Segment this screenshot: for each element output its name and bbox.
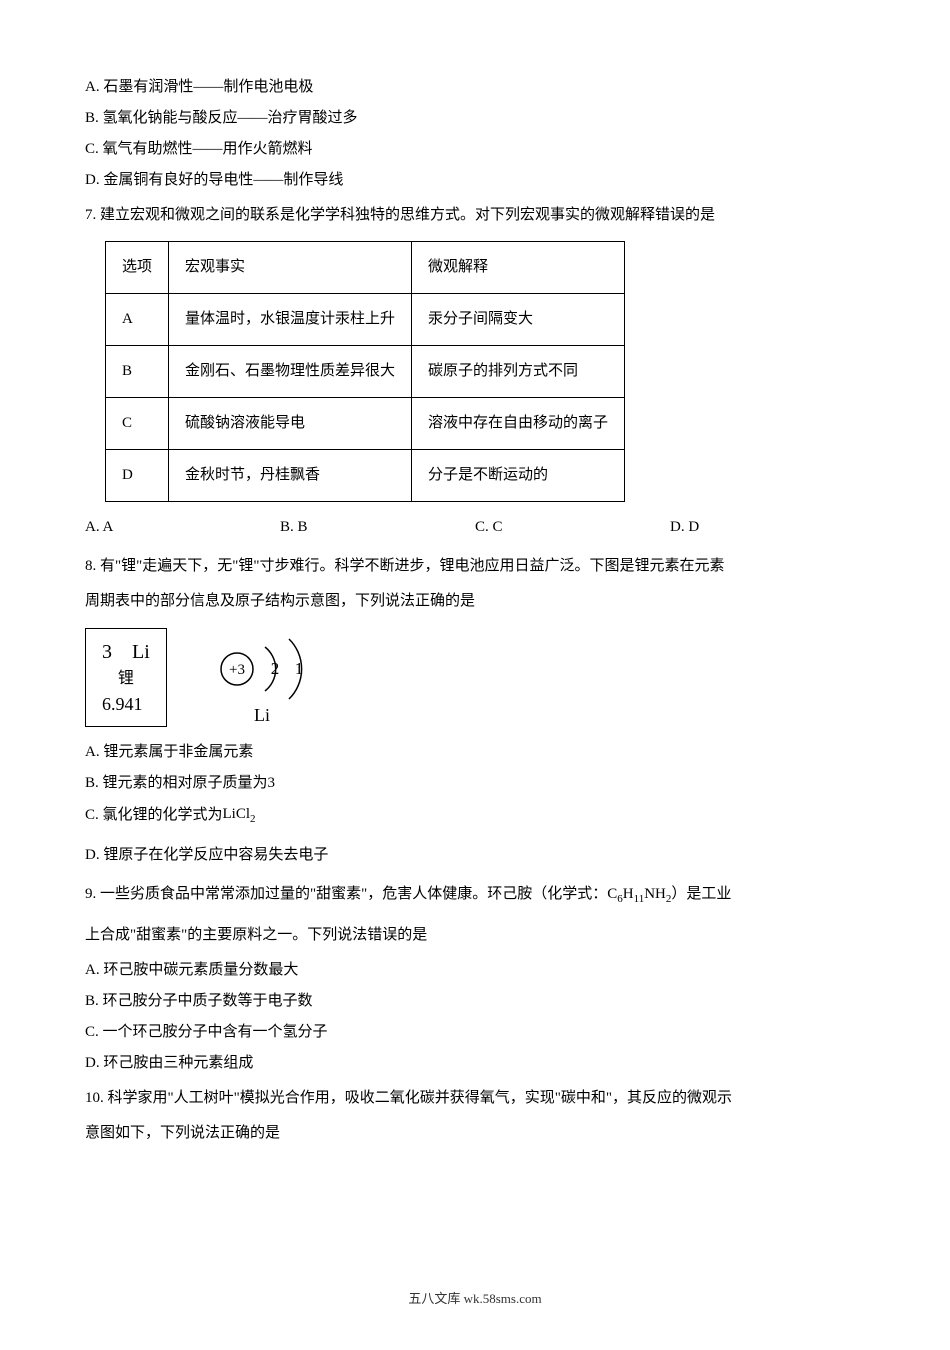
q6-option-d: D. 金属铜有良好的导电性——制作导线	[85, 167, 865, 194]
atom-shell1-electrons: 2	[271, 659, 280, 678]
q9-option-b: B. 环己胺分子中质子数等于电子数	[85, 988, 865, 1015]
page-footer: 五八文库 wk.58sms.com	[85, 1287, 865, 1310]
table-cell: D	[106, 450, 169, 502]
atom-nucleus-charge: +3	[229, 662, 245, 678]
q7-table: 选项 宏观事实 微观解释 A 量体温时，水银温度计汞柱上升 汞分子间隔变大 B …	[105, 241, 625, 502]
q9-stem-suffix: ）是工业	[671, 886, 731, 902]
table-header-col3: 微观解释	[412, 242, 625, 294]
q7-options: A. A B. B C. C D. D	[85, 514, 865, 541]
table-row: 选项 宏观事实 微观解释	[106, 242, 625, 294]
table-header-col2: 宏观事实	[169, 242, 412, 294]
q7-option-c: C. C	[475, 514, 670, 541]
q8-stem-line2: 周期表中的部分信息及原子结构示意图，下列说法正确的是	[85, 588, 865, 615]
formula-c6h11nh2: C6H11NH2	[607, 886, 671, 902]
table-cell: 量体温时，水银温度计汞柱上升	[169, 294, 412, 346]
table-cell: 金秋时节，丹桂飘香	[169, 450, 412, 502]
table-cell: 溶液中存在自由移动的离子	[412, 398, 625, 450]
table-row: C 硫酸钠溶液能导电 溶液中存在自由移动的离子	[106, 398, 625, 450]
atom-shell2-electrons: 1	[295, 659, 304, 678]
element-symbol: Li	[132, 641, 150, 663]
q8-option-a: A. 锂元素属于非金属元素	[85, 739, 865, 766]
q6-option-b: B. 氢氧化钠能与酸反应——治疗胃酸过多	[85, 105, 865, 132]
q10-stem-line2: 意图如下，下列说法正确的是	[85, 1120, 865, 1147]
atom-structure-diagram: +3 2 1 Li	[207, 627, 327, 727]
q6-option-a: A. 石墨有润滑性——制作电池电极	[85, 74, 865, 101]
element-periodic-box: 3 Li 锂 6.941	[85, 628, 167, 727]
q7-option-d: D. D	[670, 514, 865, 541]
q8-option-b: B. 锂元素的相对原子质量为3	[85, 770, 865, 797]
q7-option-b: B. B	[280, 514, 475, 541]
q8-diagrams: 3 Li 锂 6.941 +3 2 1 Li	[85, 627, 865, 727]
atomic-number: 3	[102, 641, 112, 663]
q9-stem-line2: 上合成"甜蜜素"的主要原料之一。下列说法错误的是	[85, 922, 865, 949]
q9-stem-line1: 9. 一些劣质食品中常常添加过量的"甜蜜素"，危害人体健康。环己胺（化学式：C6…	[85, 881, 865, 910]
q8-option-c: C. 氯化锂的化学式为LiCl2	[85, 801, 865, 830]
q8-stem-line1: 8. 有"锂"走遍天下，无"锂"寸步难行。科学不断进步，锂电池应用日益广泛。下图…	[85, 553, 865, 580]
atom-label: Li	[254, 705, 270, 725]
element-name: 锂	[118, 670, 134, 687]
table-row: D 金秋时节，丹桂飘香 分子是不断运动的	[106, 450, 625, 502]
q9-option-a: A. 环己胺中碳元素质量分数最大	[85, 957, 865, 984]
q6-option-c: C. 氧气有助燃性——用作火箭燃料	[85, 136, 865, 163]
q8-optc-prefix: C. 氯化锂的化学式为	[85, 807, 223, 823]
table-cell: 硫酸钠溶液能导电	[169, 398, 412, 450]
q8-option-d: D. 锂原子在化学反应中容易失去电子	[85, 842, 865, 869]
table-cell: C	[106, 398, 169, 450]
atomic-mass: 6.941	[102, 694, 143, 714]
q7-stem: 7. 建立宏观和微观之间的联系是化学学科独特的思维方式。对下列宏观事实的微观解释…	[85, 202, 865, 229]
q9-stem-prefix: 9. 一些劣质食品中常常添加过量的"甜蜜素"，危害人体健康。环己胺（化学式：	[85, 886, 607, 902]
table-cell: 汞分子间隔变大	[412, 294, 625, 346]
table-cell: A	[106, 294, 169, 346]
table-cell: 金刚石、石墨物理性质差异很大	[169, 346, 412, 398]
table-row: B 金刚石、石墨物理性质差异很大 碳原子的排列方式不同	[106, 346, 625, 398]
formula-licl2: LiCl2	[223, 801, 256, 830]
table-cell: B	[106, 346, 169, 398]
q9-option-c: C. 一个环己胺分子中含有一个氢分子	[85, 1019, 865, 1046]
table-header-col1: 选项	[106, 242, 169, 294]
table-cell: 分子是不断运动的	[412, 450, 625, 502]
table-cell: 碳原子的排列方式不同	[412, 346, 625, 398]
q7-option-a: A. A	[85, 514, 280, 541]
q10-stem-line1: 10. 科学家用"人工树叶"模拟光合作用，吸收二氧化碳并获得氧气，实现"碳中和"…	[85, 1085, 865, 1112]
table-row: A 量体温时，水银温度计汞柱上升 汞分子间隔变大	[106, 294, 625, 346]
q9-option-d: D. 环己胺由三种元素组成	[85, 1050, 865, 1077]
